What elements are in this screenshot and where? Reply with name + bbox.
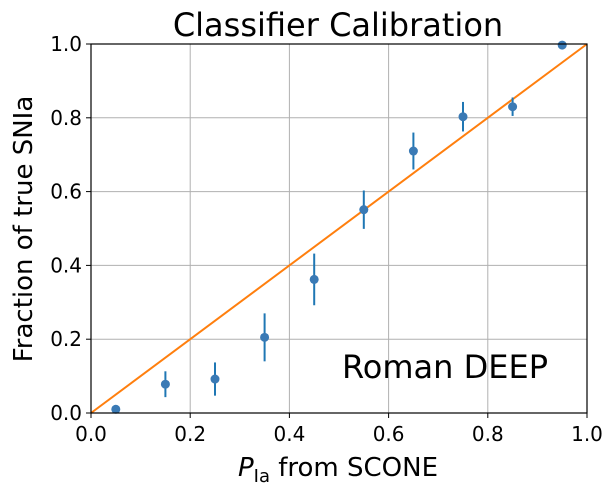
plot-frame [90,43,588,414]
y-tick-label: 0.4 [50,253,82,277]
x-tick-label: 0.8 [472,422,504,446]
data-point [458,112,468,122]
data-point [160,379,170,389]
chart-title: Classifier Calibration [173,6,503,44]
x-axis-ticks: 0.0 0.2 0.4 0.6 0.8 1.0 [75,413,603,446]
data-point [508,102,518,112]
roman-deep-annotation: Roman DEEP [342,348,548,386]
y-tick-label: 0.0 [50,401,82,425]
data-points [111,40,567,414]
data-point [210,374,220,384]
data-point [359,205,369,215]
x-tick-label: 1.0 [571,422,603,446]
x-tick-label: 0.4 [273,422,305,446]
y-tick-label: 0.2 [50,327,82,351]
x-axis-label-subscript: Ia [254,466,270,487]
data-point [309,274,319,284]
data-point [557,40,567,50]
data-point [408,146,418,156]
perfect-calibration-line [90,43,588,414]
y-axis-label: Fraction of true SNIa [9,96,39,363]
y-tick-label: 0.6 [50,180,82,204]
data-point [260,332,270,342]
x-axis-label-rest: from SCONE [270,453,438,483]
x-tick-label: 0.0 [75,422,107,446]
y-tick-label: 1.0 [50,32,82,56]
x-axis-label-symbol: P [238,453,254,483]
data-point [111,404,121,414]
x-tick-label: 0.2 [174,422,206,446]
x-axis-label: PIa from SCONE [238,453,438,487]
y-axis-ticks: 0.0 0.2 0.4 0.6 0.8 1.0 [50,32,91,425]
y-tick-label: 0.8 [50,106,82,130]
x-tick-label: 0.6 [373,422,405,446]
